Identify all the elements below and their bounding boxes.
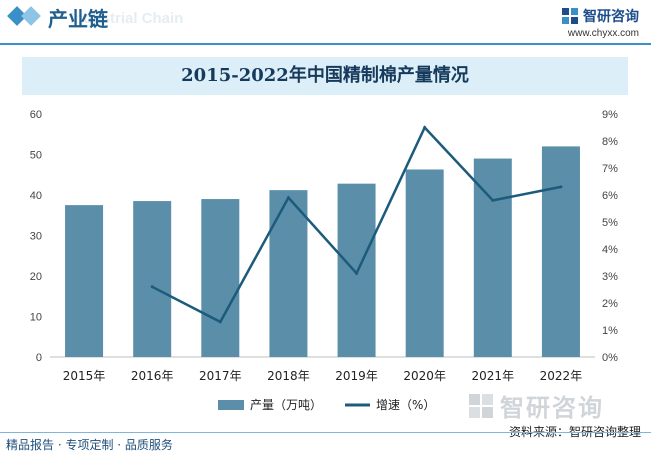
footer-divider xyxy=(0,432,651,433)
y-left-tick-label: 40 xyxy=(30,190,42,202)
watermark-brand-name: 智研咨询 xyxy=(500,394,604,422)
growth-point xyxy=(218,320,222,324)
brand-url: www.chyxx.com xyxy=(567,28,639,39)
bar xyxy=(337,183,376,357)
x-tick-label: 2018年 xyxy=(267,369,310,383)
footer-slogan: 精品报告 · 专项定制 · 品质服务 xyxy=(6,438,173,452)
x-tick-label: 2017年 xyxy=(199,369,242,383)
y-right-tick-label: 0% xyxy=(602,352,618,364)
x-tick-label: 2015年 xyxy=(63,369,106,383)
header-divider xyxy=(0,43,651,45)
y-left-tick-label: 30 xyxy=(30,231,42,243)
bar xyxy=(405,169,444,357)
x-tick-label: 2021年 xyxy=(472,369,515,383)
y-right-tick-label: 8% xyxy=(602,136,618,148)
growth-point xyxy=(355,271,359,275)
growth-point xyxy=(150,285,154,289)
y-right-tick-label: 1% xyxy=(602,325,618,337)
x-tick-label: 2016年 xyxy=(131,369,174,383)
bar xyxy=(541,146,580,357)
y-right-tick-label: 3% xyxy=(602,271,618,283)
chart-title-box: 2015-2022年中国精制棉产量情况 xyxy=(22,57,628,95)
watermark-logo-icon xyxy=(469,393,493,418)
x-tick-label: 2020年 xyxy=(403,369,446,383)
watermark-brand: 智研咨询 xyxy=(468,388,604,423)
chart-title: 2015-2022年中国精制棉产量情况 xyxy=(181,65,469,86)
y-right-tick-label: 5% xyxy=(602,217,618,229)
brand-logo-icon xyxy=(562,8,578,24)
y-right-tick-label: 4% xyxy=(602,244,618,256)
bar xyxy=(473,158,512,357)
growth-point xyxy=(423,126,427,129)
top-header: Industrial Chain 产业链 智研咨询 www.chyxx.com xyxy=(0,0,651,39)
y-left-tick-label: 50 xyxy=(30,150,42,162)
y-right-tick-label: 2% xyxy=(602,298,618,310)
y-left-tick-label: 0 xyxy=(36,352,42,364)
y-left-tick-label: 60 xyxy=(30,109,42,121)
y-left-tick-label: 10 xyxy=(30,312,42,324)
growth-point xyxy=(286,196,290,200)
y-right-tick-label: 6% xyxy=(602,190,618,202)
growth-point xyxy=(491,198,495,202)
bar xyxy=(201,199,240,357)
y-left-tick-label: 20 xyxy=(30,271,42,283)
bar xyxy=(269,190,308,357)
brand-name: 智研咨询 xyxy=(583,9,639,25)
bar xyxy=(65,205,104,357)
section-title: 产业链 xyxy=(48,7,108,31)
legend-line-label: 增速（%） xyxy=(376,398,435,412)
y-right-tick-label: 7% xyxy=(602,163,618,175)
legend-bar-swatch xyxy=(218,400,244,410)
growth-point xyxy=(559,185,563,189)
legend-bar-label: 产量（万吨） xyxy=(250,398,322,412)
x-tick-label: 2022年 xyxy=(540,369,583,383)
section-ghost-text: Industrial Chain xyxy=(70,10,184,27)
brand: 智研咨询 xyxy=(561,6,639,26)
y-right-tick-label: 9% xyxy=(602,109,618,121)
x-tick-label: 2019年 xyxy=(335,369,378,383)
bar xyxy=(133,201,172,357)
